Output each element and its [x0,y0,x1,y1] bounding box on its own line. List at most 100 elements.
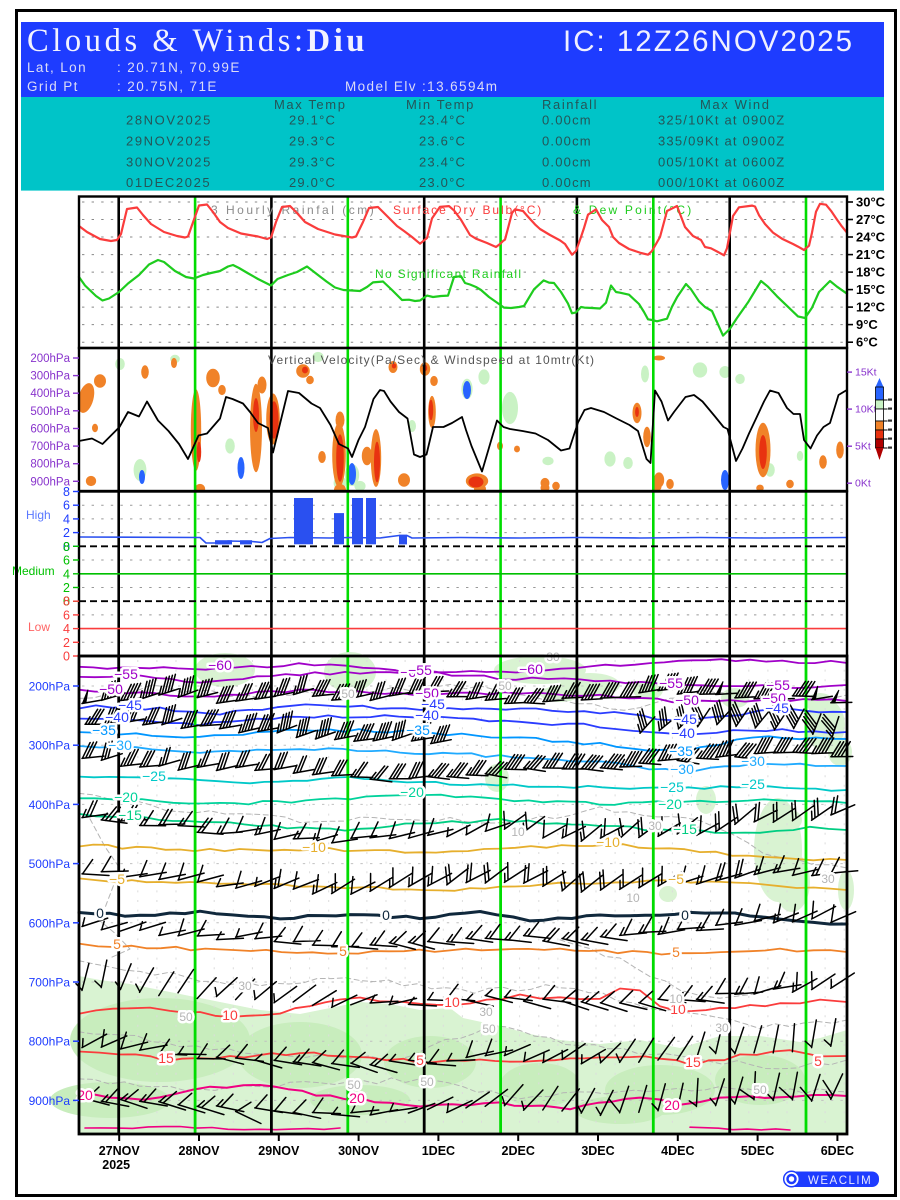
svg-text:0: 0 [382,907,390,923]
svg-text:−50: −50 [99,681,123,697]
svg-text:−35: −35 [92,722,116,738]
svg-text:5Kt: 5Kt [855,441,871,453]
svg-text:Surface Dry Bulb(°C): Surface Dry Bulb(°C) [393,203,543,217]
svg-text:4: 4 [63,512,70,526]
svg-text:15: 15 [685,1054,701,1070]
svg-text:No Significant Rainfall: No Significant Rainfall [375,267,522,281]
svg-text:9°C: 9°C [856,317,878,332]
svg-text:700hPa: 700hPa [30,441,70,453]
svg-text:27NOV: 27NOV [99,1144,141,1158]
svg-text:30: 30 [821,872,835,886]
svg-text:0: 0 [96,905,104,921]
svg-text:600hPa: 600hPa [30,424,70,436]
svg-text:900hPa: 900hPa [30,476,70,488]
svg-text:−45: −45 [421,696,445,712]
svg-text:28NOV: 28NOV [179,1144,221,1158]
svg-text:30: 30 [715,1021,729,1035]
svg-text:5: 5 [339,943,347,959]
svg-text:5: 5 [672,944,680,960]
svg-text:29.3°C: 29.3°C [289,154,336,169]
svg-text:2: 2 [63,636,70,650]
svg-text:10: 10 [222,1007,238,1023]
svg-text:−5: −5 [668,871,684,887]
svg-text:−50: −50 [675,692,699,708]
svg-text:6DEC: 6DEC [821,1144,854,1158]
svg-text:& Dew Point(°C): & Dew Point(°C) [573,203,694,217]
svg-text:−50: −50 [415,685,439,701]
svg-text:−60: −60 [519,661,543,677]
svg-text:0: 0 [63,650,70,664]
svg-text:6: 6 [63,554,70,568]
svg-text:8: 8 [63,485,70,499]
svg-text:500hPa: 500hPa [29,857,71,871]
svg-text:50: 50 [341,687,355,701]
svg-text:IC: 12Z26NOV2025: IC: 12Z26NOV2025 [563,25,854,58]
svg-text:15°C: 15°C [856,282,886,297]
svg-text:−60: −60 [400,664,424,680]
svg-text:50: 50 [179,1010,193,1024]
svg-text:8: 8 [63,595,70,609]
svg-text:−40: −40 [671,725,695,741]
svg-text:50: 50 [498,679,512,693]
svg-text:0Kt: 0Kt [855,478,871,490]
svg-text:5: 5 [814,1053,822,1069]
svg-text:1DEC: 1DEC [422,1144,455,1158]
svg-text:−30: −30 [108,737,132,753]
svg-text:Lat, Lon: Lat, Lon [27,60,87,75]
svg-text:000/10Kt at 0600Z: 000/10Kt at 0600Z [658,175,785,190]
svg-text:005/10Kt at 0600Z: 005/10Kt at 0600Z [658,154,785,169]
svg-text:−45: −45 [765,700,789,716]
svg-text:Clouds & Winds:Diu: Clouds & Winds:Diu [27,23,368,59]
svg-text:WEACLIM: WEACLIM [808,1175,872,1187]
svg-text:−25: −25 [142,768,166,784]
svg-text:10: 10 [669,992,683,1006]
svg-text:5DEC: 5DEC [741,1144,774,1158]
svg-text:400hPa: 400hPa [29,798,71,812]
svg-text:27°C: 27°C [856,212,886,227]
svg-text:29.3°C: 29.3°C [289,134,336,149]
svg-text:Grid Pt: Grid Pt [27,79,79,94]
svg-text:500hPa: 500hPa [30,406,70,418]
svg-text:Low: Low [28,620,50,634]
svg-text:8: 8 [63,540,70,554]
svg-text:: 20.71N, 70.99E: : 20.71N, 70.99E [117,60,241,75]
svg-text:0.00cm: 0.00cm [542,113,592,128]
svg-text:High: High [26,508,51,522]
svg-text:0.00cm: 0.00cm [542,154,592,169]
svg-text:30: 30 [238,979,252,993]
svg-text:23.6°C: 23.6°C [419,134,466,149]
svg-text:−20: −20 [400,784,424,800]
svg-text:10: 10 [626,891,640,905]
svg-text:5: 5 [113,936,121,952]
svg-text:30NOV: 30NOV [338,1144,380,1158]
svg-text:28NOV2025: 28NOV2025 [126,113,212,128]
svg-text:29.0°C: 29.0°C [289,175,336,190]
svg-text:−35: −35 [406,722,430,738]
svg-text:: 20.75N, 71E: : 20.75N, 71E [117,79,218,94]
svg-text:Vertical Velocity(Pa/Sec) & Wi: Vertical Velocity(Pa/Sec) & Windspeed at… [268,353,595,367]
svg-text:700hPa: 700hPa [29,976,71,990]
svg-text:2: 2 [63,526,70,540]
svg-text:01DEC2025: 01DEC2025 [126,175,211,190]
svg-text:29NOV: 29NOV [258,1144,300,1158]
svg-text:2025: 2025 [102,1158,130,1172]
svg-text:12°C: 12°C [856,300,886,315]
svg-text:23.4°C: 23.4°C [419,113,466,128]
svg-text:300hPa: 300hPa [30,371,70,383]
svg-text:−30: −30 [670,761,694,777]
svg-text:10: 10 [444,994,460,1010]
svg-text:−35: −35 [669,743,693,759]
svg-text:−15: −15 [118,807,142,823]
svg-text:10: 10 [511,825,525,839]
svg-text:−40: −40 [105,709,129,725]
svg-text:10Kt: 10Kt [855,404,877,416]
svg-text:−55: −55 [659,675,683,691]
svg-text:400hPa: 400hPa [30,388,70,400]
svg-text:15Kt: 15Kt [855,367,877,379]
svg-text:900hPa: 900hPa [29,1094,71,1108]
svg-text:2: 2 [63,581,70,595]
svg-text:0: 0 [63,595,70,609]
svg-text:4: 4 [63,567,70,581]
svg-text:800hPa: 800hPa [29,1035,71,1049]
svg-text:335/09Kt at 0900Z: 335/09Kt at 0900Z [658,134,785,149]
